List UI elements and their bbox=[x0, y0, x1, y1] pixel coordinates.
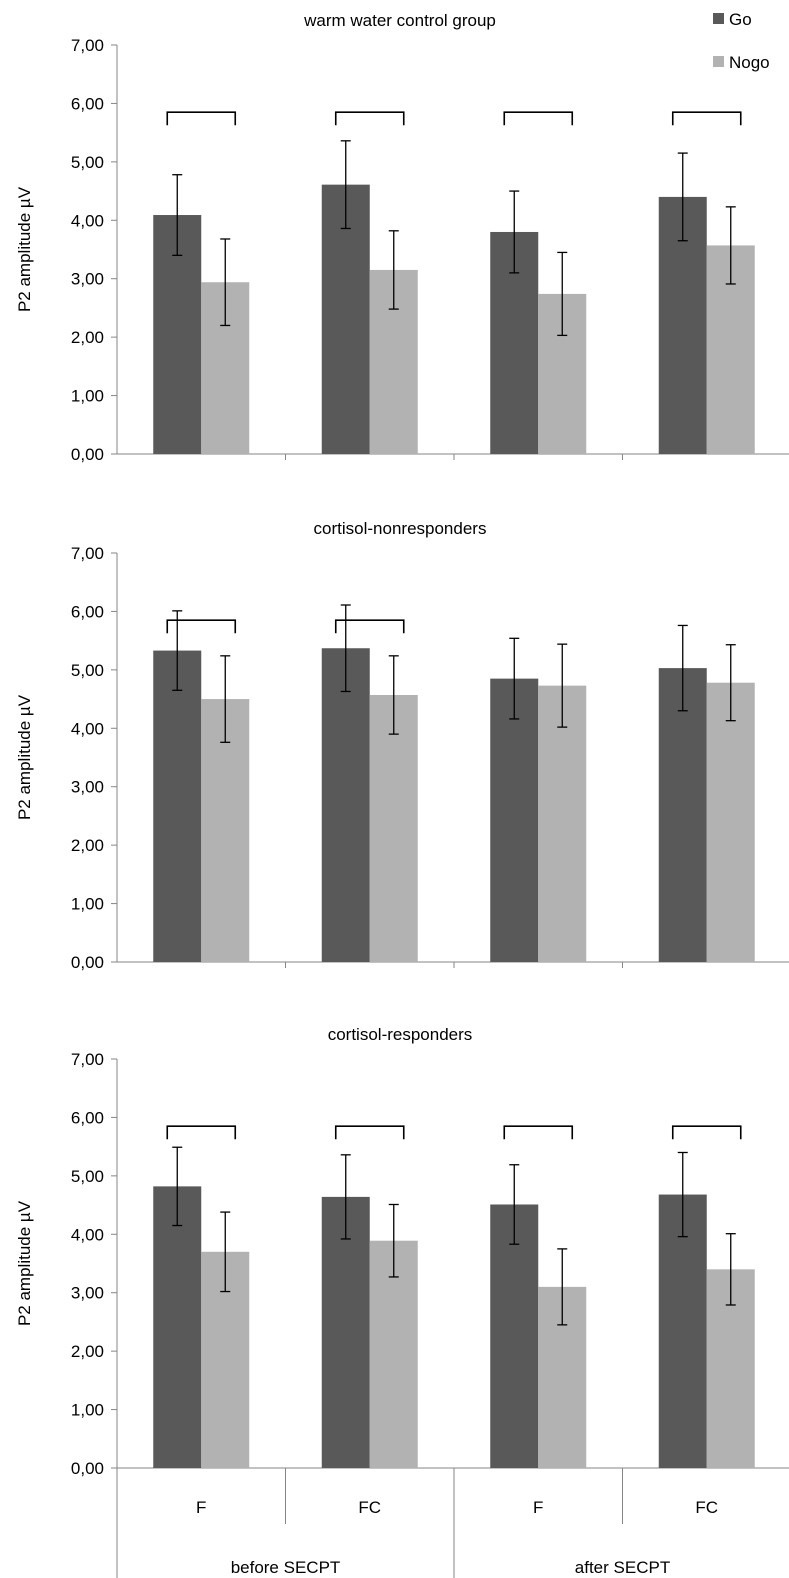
y-tick-label: 1,00 bbox=[71, 1401, 104, 1420]
significance-bracket bbox=[334, 619, 405, 634]
y-tick-label: 7,00 bbox=[71, 1050, 104, 1069]
y-tick-label: 7,00 bbox=[71, 544, 104, 563]
bar-go bbox=[490, 1204, 539, 1468]
bar-go bbox=[321, 184, 370, 454]
legend-label-nogo: Nogo bbox=[729, 53, 770, 72]
significance-bracket bbox=[166, 619, 237, 634]
y-tick-label: 3,00 bbox=[71, 270, 104, 289]
x-group-label: before SECPT bbox=[231, 1558, 341, 1577]
legend-swatch-go bbox=[713, 13, 724, 24]
bar-nogo bbox=[369, 1240, 418, 1468]
bar-go bbox=[658, 1194, 707, 1468]
chart-title: warm water control group bbox=[303, 11, 496, 30]
y-tick-label: 2,00 bbox=[71, 1342, 104, 1361]
y-tick-label: 5,00 bbox=[71, 1167, 104, 1186]
x-axis-categories: F FC F FC before SECPT after SECPT bbox=[116, 1468, 718, 1578]
y-axis-label: P2 amplitude µV bbox=[15, 186, 34, 312]
y-tick-label: 1,00 bbox=[71, 895, 104, 914]
y-tick-label: 2,00 bbox=[71, 836, 104, 855]
x-group-label: after SECPT bbox=[575, 1558, 670, 1577]
significance-bracket bbox=[334, 1125, 405, 1140]
legend-swatch-nogo bbox=[713, 56, 724, 67]
bar-go bbox=[153, 1186, 202, 1468]
significance-bracket bbox=[334, 111, 405, 126]
y-tick-label: 6,00 bbox=[71, 602, 104, 621]
y-tick-label: 1,00 bbox=[71, 387, 104, 406]
legend: Go Nogo bbox=[713, 10, 770, 72]
significance-bracket bbox=[166, 1125, 237, 1140]
x-category-label: F bbox=[196, 1498, 206, 1517]
chart-panel: warm water control group P2 amplitude µV 0… bbox=[15, 11, 789, 464]
bar-go bbox=[321, 1196, 370, 1468]
chart-panel: cortisol-nonresponders P2 amplitude µV 0,0… bbox=[15, 519, 789, 972]
y-axis-label: P2 amplitude µV bbox=[15, 1200, 34, 1326]
legend-label-go: Go bbox=[729, 10, 752, 29]
y-tick-label: 5,00 bbox=[71, 153, 104, 172]
chart-title: cortisol-nonresponders bbox=[314, 519, 487, 538]
y-tick-label: 2,00 bbox=[71, 328, 104, 347]
y-tick-label: 5,00 bbox=[71, 661, 104, 680]
y-tick-label: 0,00 bbox=[71, 1459, 104, 1478]
x-category-label: F bbox=[533, 1498, 543, 1517]
bar-nogo bbox=[538, 685, 587, 962]
x-category-label: FC bbox=[358, 1498, 381, 1517]
y-tick-label: 0,00 bbox=[71, 953, 104, 972]
chart-panel: cortisol-responders P2 amplitude µV 0,00 1,… bbox=[15, 1025, 789, 1478]
chart-title: cortisol-responders bbox=[328, 1025, 473, 1044]
significance-bracket bbox=[503, 1125, 574, 1140]
y-tick-label: 4,00 bbox=[71, 719, 104, 738]
significance-bracket bbox=[503, 111, 574, 126]
y-tick-label: 6,00 bbox=[71, 94, 104, 113]
significance-bracket bbox=[671, 111, 742, 126]
bar-nogo bbox=[369, 694, 418, 962]
x-category-label: FC bbox=[695, 1498, 718, 1517]
bar-go bbox=[321, 648, 370, 962]
y-axis-label: P2 amplitude µV bbox=[15, 694, 34, 820]
bar-go bbox=[490, 678, 539, 962]
y-tick-label: 4,00 bbox=[71, 1225, 104, 1244]
y-tick-label: 3,00 bbox=[71, 778, 104, 797]
significance-bracket bbox=[166, 111, 237, 126]
bar-go bbox=[658, 668, 707, 962]
y-tick-label: 0,00 bbox=[71, 445, 104, 464]
bar-nogo bbox=[706, 682, 755, 962]
y-tick-label: 3,00 bbox=[71, 1284, 104, 1303]
chart-panels: warm water control group P2 amplitude µV 0… bbox=[15, 11, 789, 1478]
bar-go bbox=[153, 650, 202, 962]
y-tick-label: 4,00 bbox=[71, 211, 104, 230]
y-tick-label: 6,00 bbox=[71, 1108, 104, 1127]
significance-bracket bbox=[671, 1125, 742, 1140]
y-tick-label: 7,00 bbox=[71, 36, 104, 55]
